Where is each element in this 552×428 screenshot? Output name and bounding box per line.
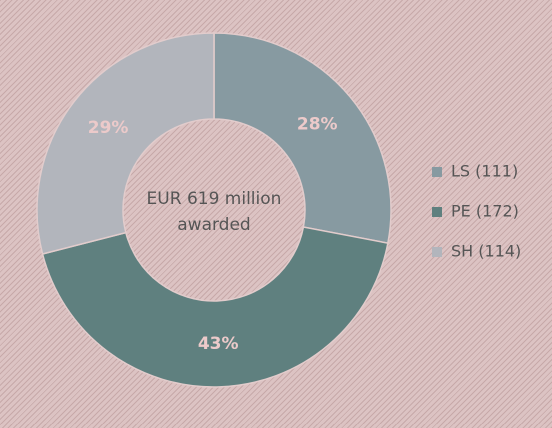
donut-segment [41,226,389,388]
legend-swatch [432,167,442,177]
donut-segment [36,32,215,255]
donut-segment [213,32,392,245]
legend-label: SH (114) [451,242,521,261]
data-label: 29% [88,118,129,138]
legend-label: LS (111) [451,162,518,181]
center-text: EUR 619 million [147,189,282,209]
data-label: 28% [297,115,338,135]
legend-swatch [432,207,442,217]
legend-swatch [432,247,442,257]
center-text: awarded [177,215,250,235]
legend-label: PE (172) [451,202,519,221]
data-label: 43% [198,334,239,354]
